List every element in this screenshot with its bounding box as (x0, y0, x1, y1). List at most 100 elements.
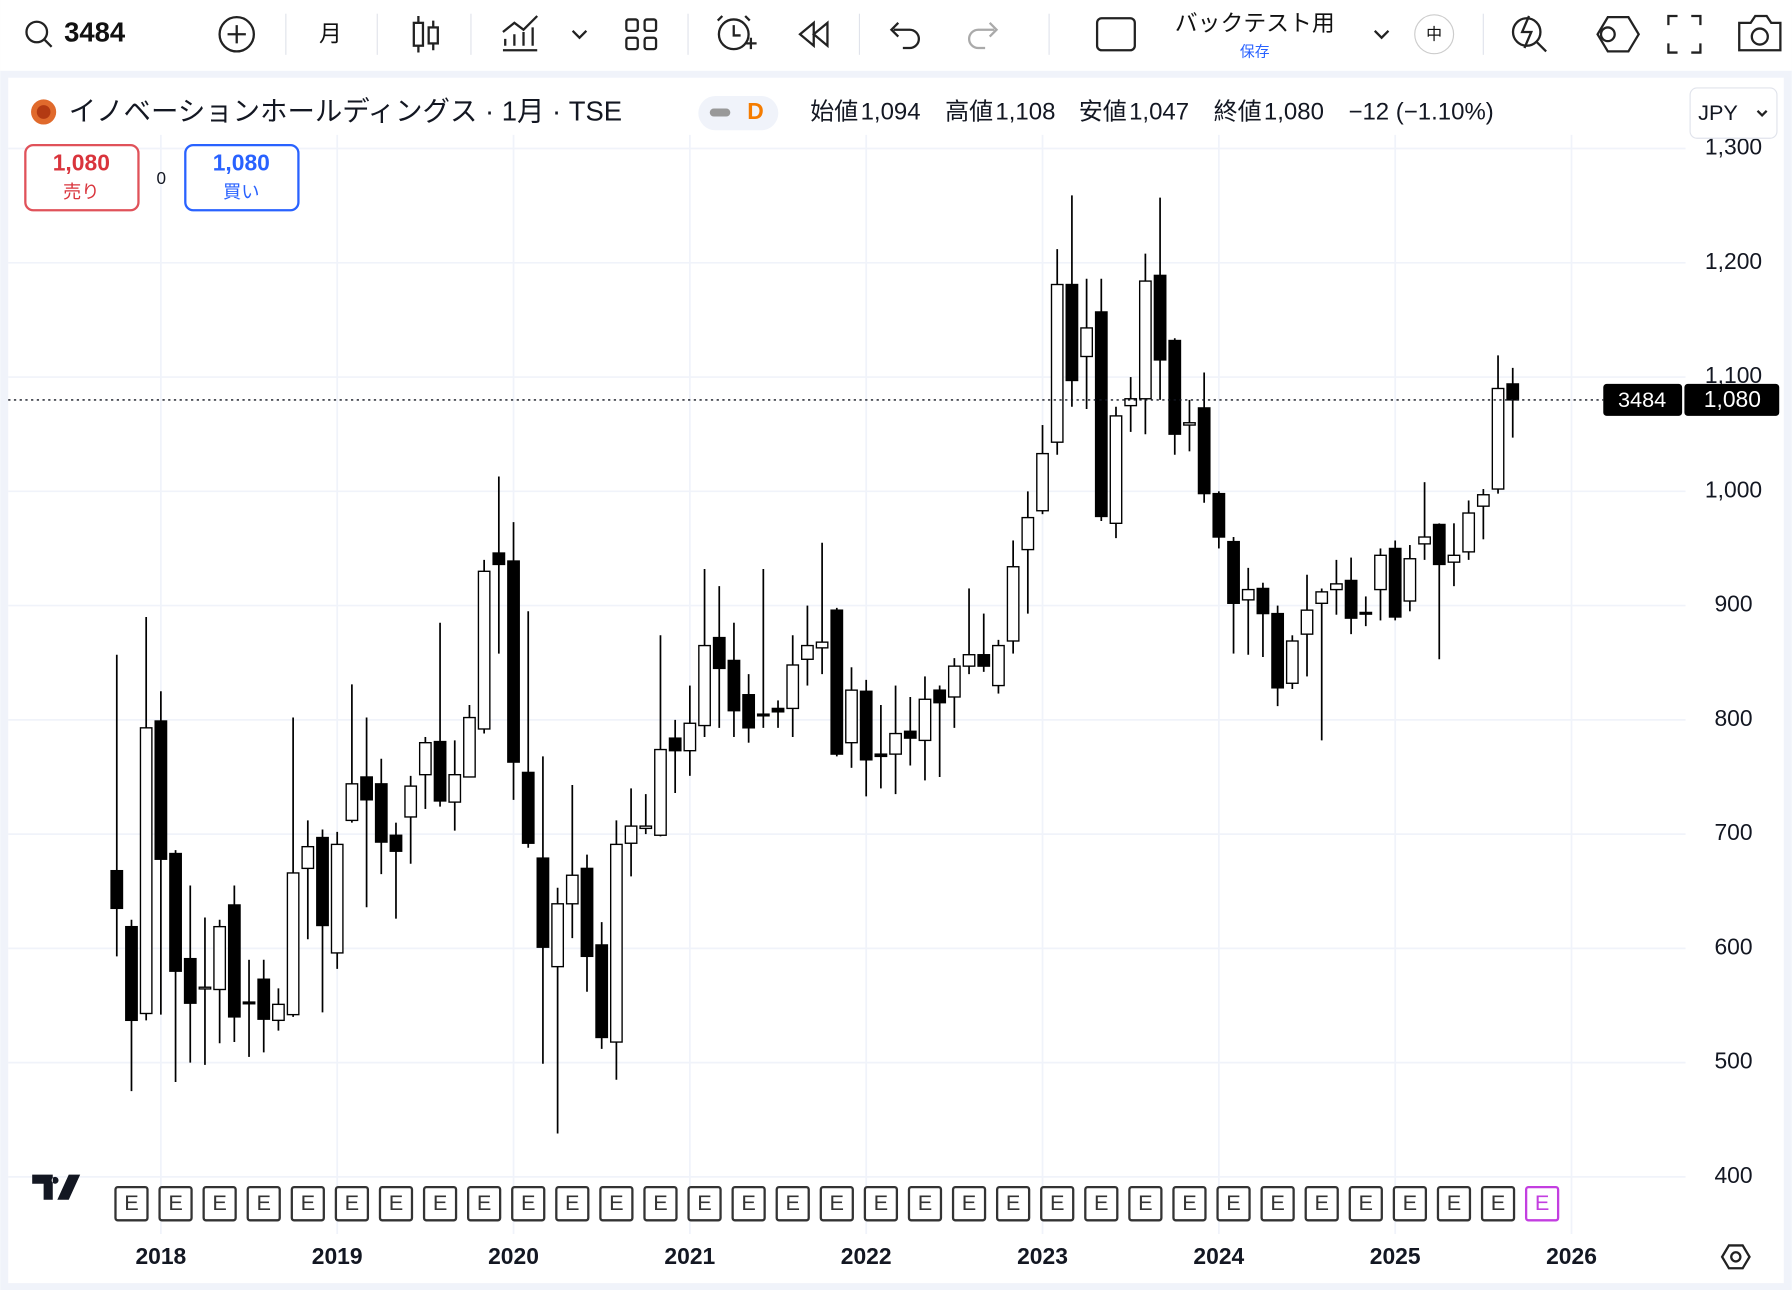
undo-button[interactable] (889, 22, 920, 50)
x-tick-label: 2018 (135, 1243, 186, 1269)
earnings-marker (467, 1186, 502, 1222)
quick-search[interactable] (1511, 15, 1547, 53)
currency-button[interactable] (1689, 87, 1778, 139)
buy-button[interactable] (184, 143, 300, 212)
x-tick-label: 2025 (1370, 1243, 1421, 1269)
earnings-marker (511, 1186, 546, 1222)
earnings-marker (643, 1186, 678, 1222)
symbol-tag-text: 3484 (1618, 387, 1666, 412)
settings-button[interactable] (1596, 15, 1641, 53)
candle-body (1050, 283, 1064, 443)
candle-body (727, 659, 741, 712)
icon (643, 18, 658, 32)
save-status[interactable]: 保存 (1240, 43, 1270, 60)
candle-body (1212, 492, 1226, 538)
layout-name[interactable]: バックテスト用 (1175, 10, 1335, 36)
earnings-label: E (1094, 1190, 1108, 1215)
candle-body (242, 1001, 256, 1005)
add-symbol[interactable] (218, 15, 255, 53)
earnings-marker (334, 1186, 370, 1222)
candle-body (433, 740, 447, 802)
earnings-label: E (1050, 1190, 1064, 1215)
earnings-marker (1524, 1186, 1560, 1222)
flag-icon (709, 108, 731, 117)
earnings-label: E (345, 1190, 359, 1215)
candle-body (521, 771, 535, 844)
flag-pill (698, 95, 779, 131)
earnings-marker (819, 1186, 854, 1222)
candle-body (1021, 516, 1035, 551)
layout-icon[interactable] (1095, 17, 1136, 52)
layouts-button[interactable] (625, 18, 658, 51)
chart-type-button[interactable] (412, 15, 439, 53)
candle-body (125, 925, 138, 1022)
candle-body (639, 825, 653, 830)
x-tick-label: 2022 (841, 1243, 892, 1269)
candle-body (198, 986, 212, 990)
earnings-label: E (962, 1190, 976, 1215)
redo-button[interactable] (967, 22, 999, 50)
candle-body (565, 874, 579, 905)
earnings-label: E (1535, 1190, 1549, 1215)
search-icon (25, 20, 49, 44)
candle-body (1153, 274, 1167, 361)
earnings-label: E (1138, 1190, 1152, 1215)
layout-menu[interactable] (1373, 30, 1390, 40)
earnings-label: E (1314, 1190, 1328, 1215)
currency-menu (1756, 110, 1768, 118)
screenshot-icon (1750, 27, 1769, 46)
tradingview-logo[interactable] (32, 1174, 81, 1200)
earnings-marker (158, 1186, 193, 1222)
screenshot-button[interactable] (1738, 14, 1782, 52)
earnings-label: E (1491, 1190, 1505, 1215)
symbol-logo (36, 105, 51, 119)
candle-body (316, 836, 329, 927)
candle-body (1388, 547, 1402, 618)
candle-body (903, 730, 917, 739)
candle-body (933, 689, 947, 704)
sell-button[interactable] (24, 143, 140, 212)
ohlc-label: 高値 (945, 98, 993, 125)
alert-button[interactable] (716, 15, 757, 51)
badge[interactable] (1414, 14, 1455, 55)
icon (227, 25, 246, 44)
candle-body (139, 727, 153, 1015)
y-tick-label: 800 (1714, 705, 1752, 731)
settings-icon (1599, 26, 1616, 43)
x-tick-label: 2026 (1546, 1243, 1597, 1269)
axis-settings[interactable] (1720, 1244, 1751, 1270)
x-tick-label: 2019 (312, 1243, 363, 1269)
price-tag (1684, 383, 1780, 416)
candle-body (169, 852, 182, 972)
y-tick-label: 900 (1714, 591, 1752, 617)
candle-body (448, 773, 462, 803)
candle-body (227, 904, 241, 1018)
symbol: 3484 (64, 17, 126, 48)
candle-body (1359, 611, 1373, 615)
candle-body (1036, 452, 1049, 512)
candle-body (418, 742, 432, 776)
candle-body (1183, 422, 1196, 426)
earnings-label: E (609, 1190, 623, 1215)
earnings-label: E (1270, 1190, 1284, 1215)
earnings-label: E (212, 1190, 226, 1215)
y-tick-label: 1,000 (1705, 476, 1762, 502)
indicators-button[interactable] (502, 15, 588, 52)
interval-button[interactable]: 月 (319, 20, 342, 46)
plot: 4005006007008009001,0001,1001,2001,30020… (8, 134, 1780, 1269)
candle-body (286, 872, 300, 1016)
candle-body (360, 776, 373, 801)
earnings-label: E (477, 1190, 491, 1215)
earnings-label: E (830, 1190, 844, 1215)
candle-body (801, 644, 814, 660)
candle-body (683, 722, 697, 752)
earnings-label: E (1006, 1190, 1020, 1215)
replay-button[interactable] (798, 20, 829, 49)
symbol-search[interactable]: 3484 (25, 17, 126, 48)
candle-body (712, 636, 726, 670)
fullscreen-button[interactable] (1667, 14, 1702, 54)
axis-settings-icon (1730, 1251, 1742, 1263)
buy-label: 買い (223, 181, 260, 202)
candle-body (845, 689, 858, 744)
